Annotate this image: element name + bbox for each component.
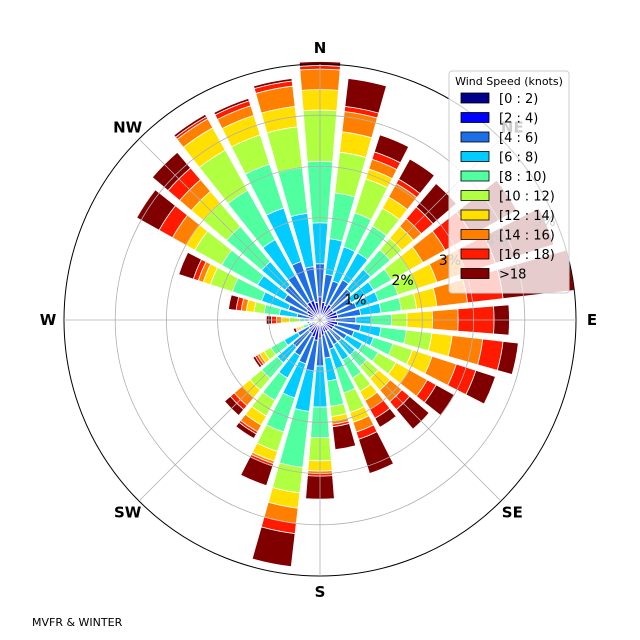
rose-bar-segment [253, 77, 293, 90]
footer-caption: MVFR & WINTER [32, 616, 123, 629]
legend-label: [4 : 6) [499, 131, 538, 146]
grid-spoke [138, 319, 321, 502]
radial-tick-label: 2% [391, 273, 413, 289]
rose-bar-segment [398, 158, 435, 195]
compass-label: S [315, 583, 326, 601]
legend-label: [12 : 14) [499, 209, 555, 224]
rose-bar-segment [334, 151, 367, 198]
rose-bar-segment [213, 97, 250, 116]
compass-label: N [314, 39, 327, 57]
rose-bar-segment [235, 421, 257, 440]
legend-swatch [460, 131, 490, 143]
polar-grid [63, 63, 577, 577]
rose-bar-segment [306, 320, 310, 324]
rose-bar-segment [374, 407, 397, 428]
legend-label: [0 : 2) [499, 92, 538, 107]
legend-label: [14 : 16) [499, 229, 555, 244]
legend-label: [16 : 18) [499, 248, 555, 263]
legend-swatch [460, 112, 490, 123]
rose-bar-segment [447, 334, 484, 366]
radial-tick-label: 1% [344, 292, 366, 308]
legend-swatch [460, 209, 490, 221]
rose-bar-segment [373, 134, 410, 164]
rose-bar-segment [403, 329, 433, 352]
compass-label: SE [502, 503, 523, 521]
grid-spoke [138, 138, 321, 321]
legend-swatch [460, 190, 490, 201]
legend-swatch [460, 151, 490, 162]
compass-label: W [40, 311, 57, 329]
compass-label: SW [114, 503, 142, 521]
rose-bar-segment [266, 126, 303, 173]
rose-bar-segment [496, 340, 519, 376]
compass-label: NW [113, 119, 143, 137]
legend: Wind Speed (knots) [0 : 2) [2 : 4) [4 : 6) [… [448, 70, 570, 294]
rose-bar-segment [136, 189, 177, 231]
rose-bar-segment [251, 526, 296, 568]
rose-bar-segment [465, 369, 496, 405]
legend-label: >18 [499, 268, 526, 283]
rose-bar-segment [292, 327, 298, 334]
grid-spoke [319, 319, 502, 502]
legend-swatch [460, 248, 490, 260]
rose-bar-segment [413, 287, 438, 310]
rose-bar-segment [358, 431, 395, 474]
legend-label: [10 : 12) [499, 190, 555, 205]
rose-bar-segment [178, 251, 203, 280]
rose-bar-segment [344, 77, 387, 114]
compass-label: E [587, 311, 597, 329]
legend-swatch [460, 170, 490, 182]
rose-bar-segment [332, 422, 357, 451]
legend-label: [2 : 4) [499, 112, 538, 127]
legend-title: Wind Speed (knots) [455, 75, 563, 88]
legend-swatch [460, 229, 490, 240]
rose-bar-segment [252, 355, 263, 369]
legend-label: [6 : 8) [499, 151, 538, 166]
rose-bar-segment [228, 294, 240, 311]
legend-swatch [460, 92, 490, 104]
legend-swatch [460, 268, 490, 279]
rose-bar-segment [173, 113, 208, 138]
legend-label: [8 : 10) [499, 170, 547, 185]
